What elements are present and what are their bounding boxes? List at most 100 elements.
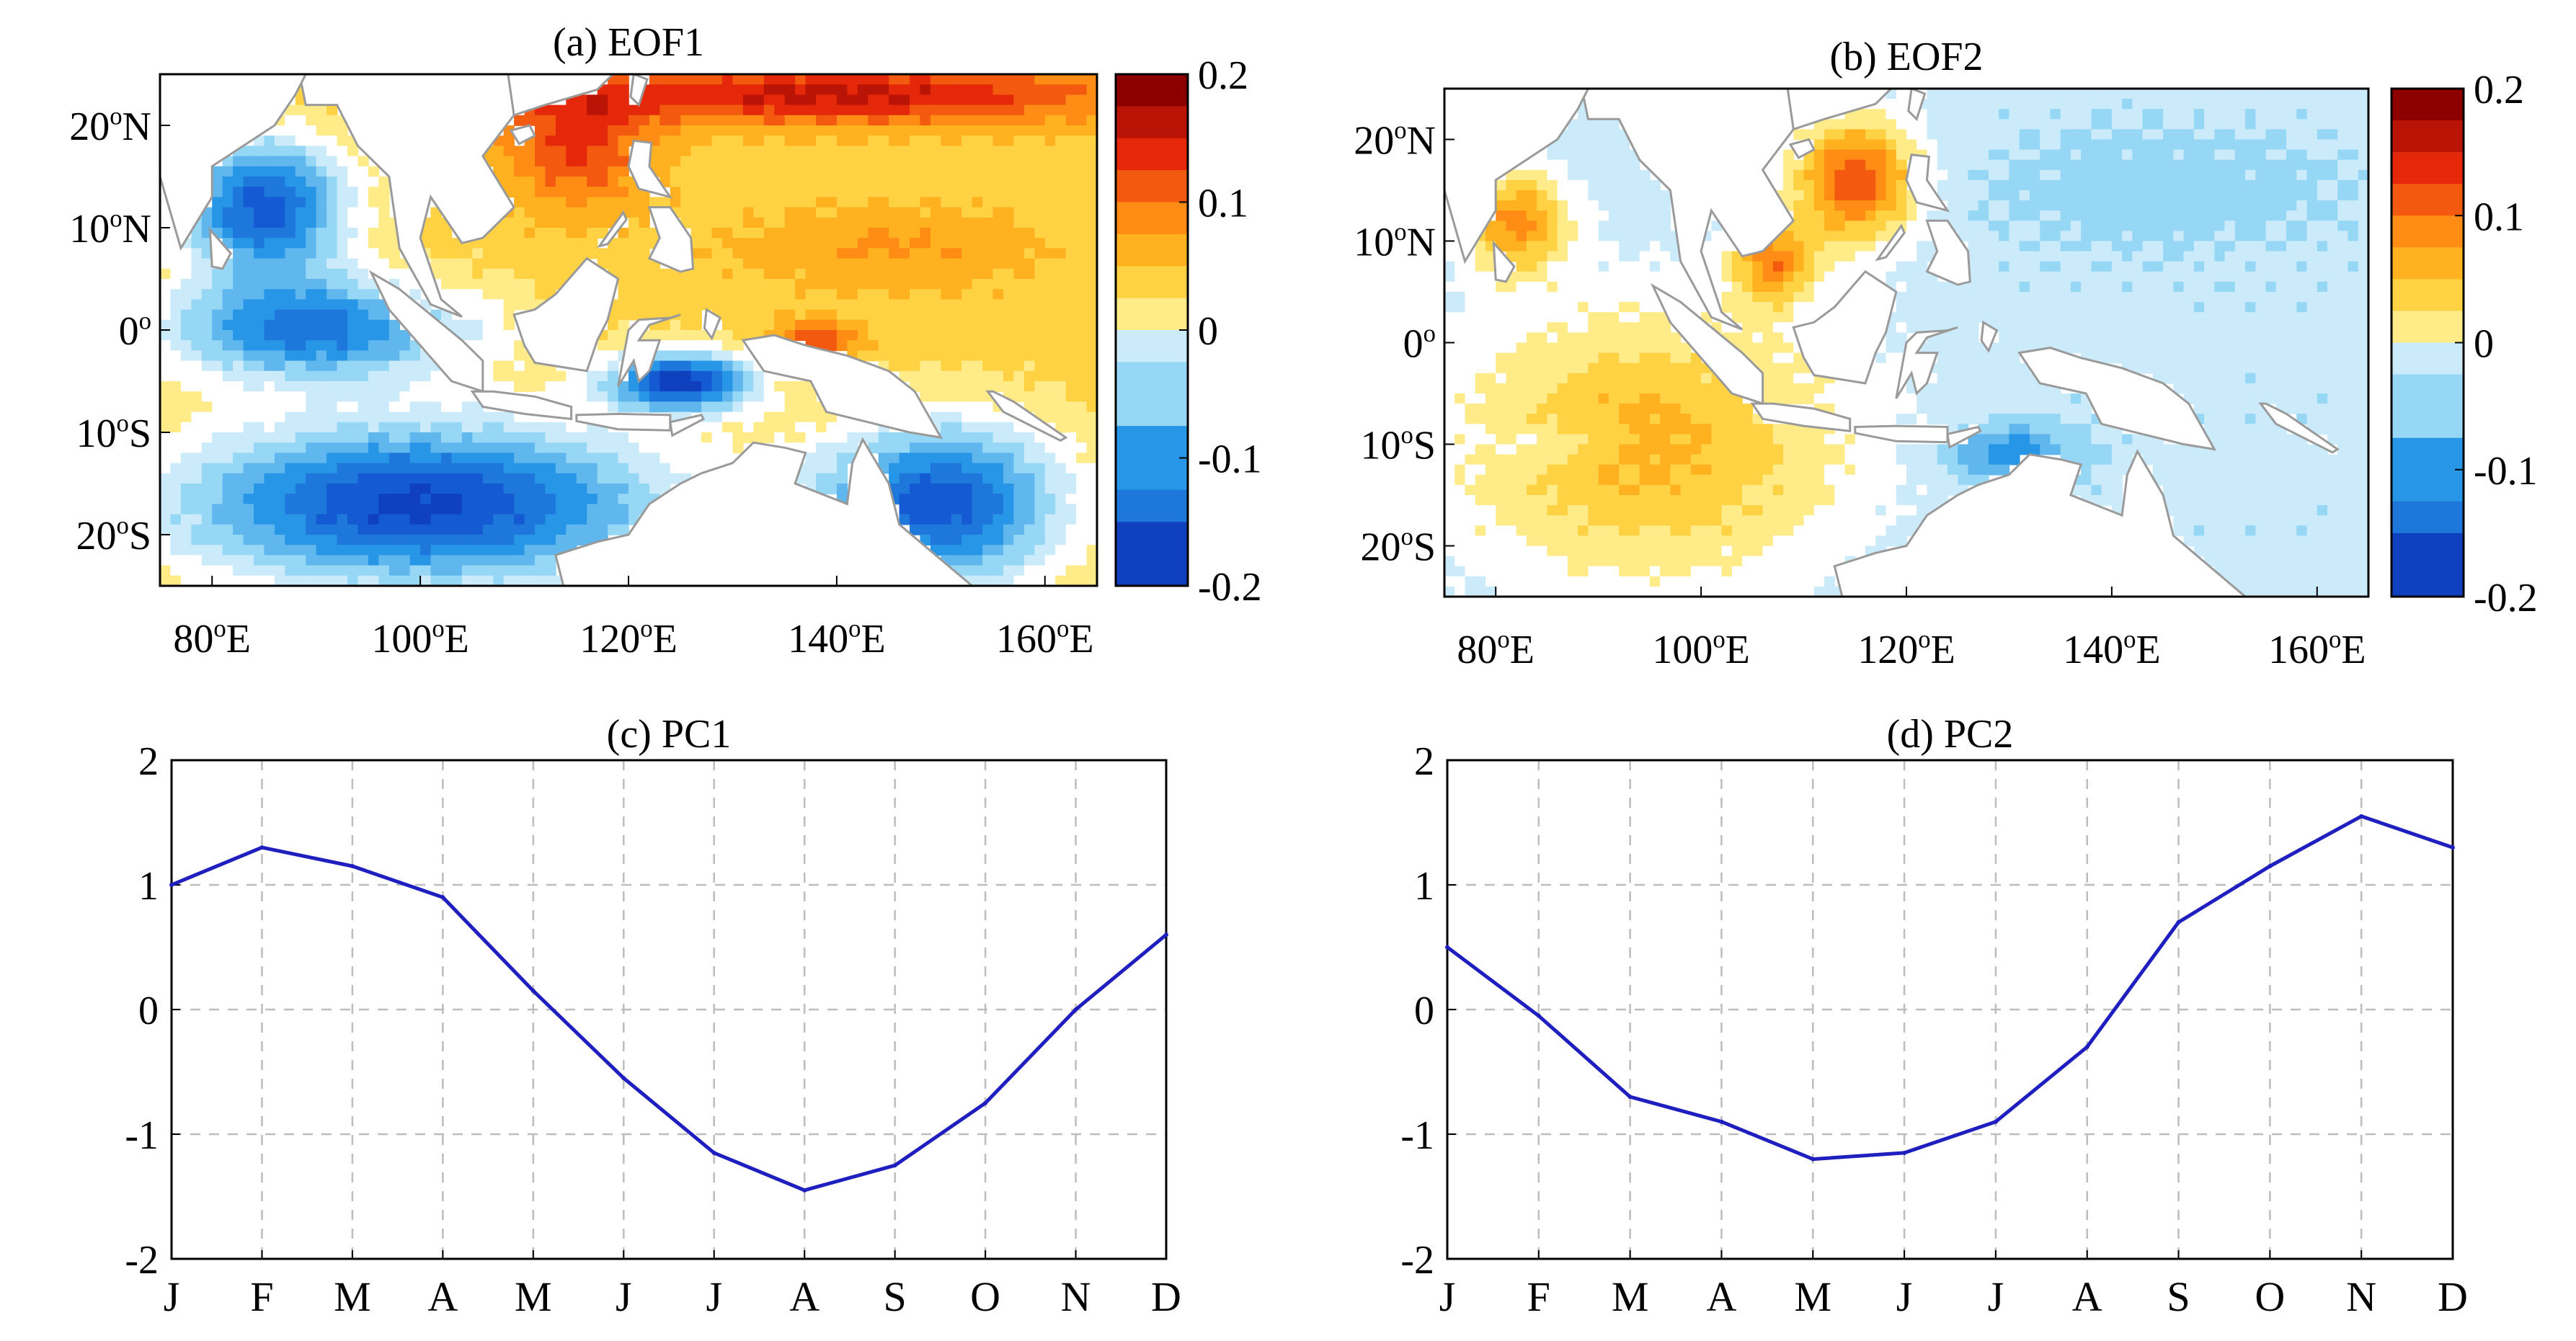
map-cell bbox=[899, 309, 910, 321]
map-cell bbox=[337, 279, 348, 290]
map-cell bbox=[378, 555, 390, 566]
map-cell bbox=[180, 473, 192, 484]
map-cell bbox=[201, 370, 213, 382]
map-cell bbox=[1968, 231, 1979, 242]
map-cell bbox=[618, 268, 629, 280]
map-cell bbox=[608, 166, 619, 177]
map-cell bbox=[805, 442, 817, 454]
map-cell bbox=[608, 340, 619, 352]
map-cell bbox=[992, 411, 1004, 423]
map-cell bbox=[295, 350, 307, 362]
map-cell bbox=[2337, 159, 2349, 171]
map-cell bbox=[493, 340, 505, 352]
map-cell bbox=[753, 309, 765, 321]
map-cell bbox=[2009, 119, 2020, 130]
map-cell bbox=[690, 187, 702, 198]
map-cell bbox=[1055, 104, 1067, 116]
map-cell bbox=[514, 228, 525, 239]
map-cell bbox=[180, 299, 192, 311]
map-cell bbox=[608, 258, 619, 269]
map-cell bbox=[847, 228, 858, 239]
map-cell bbox=[608, 381, 619, 392]
map-cell bbox=[2317, 139, 2328, 151]
map-cell bbox=[1526, 251, 1537, 262]
map-cell bbox=[2070, 129, 2082, 141]
map-cell bbox=[597, 432, 608, 443]
map-cell bbox=[670, 299, 682, 311]
map-cell bbox=[180, 319, 192, 331]
map-cell bbox=[555, 422, 567, 433]
map-cell bbox=[327, 279, 338, 290]
map-cell bbox=[1608, 179, 1620, 191]
map-cell bbox=[1003, 565, 1015, 576]
map-cell bbox=[295, 453, 307, 464]
map-cell bbox=[2265, 200, 2277, 211]
map-cell bbox=[555, 125, 567, 136]
map-cell bbox=[722, 340, 734, 352]
map-cell bbox=[878, 74, 889, 85]
map-cell bbox=[2348, 231, 2359, 242]
map-cell bbox=[1999, 129, 2010, 141]
map-cell bbox=[243, 166, 254, 177]
map-cell bbox=[222, 453, 234, 464]
map-cell bbox=[961, 125, 973, 136]
map-cell bbox=[649, 104, 661, 116]
map-cell bbox=[587, 177, 598, 187]
map-cell bbox=[1578, 179, 1589, 191]
map-cell bbox=[889, 238, 900, 249]
map-cell bbox=[1588, 159, 1599, 171]
map-cell bbox=[951, 514, 963, 525]
map-cell bbox=[233, 268, 244, 280]
map-cell bbox=[347, 177, 359, 187]
map-cell bbox=[711, 217, 723, 228]
map-cell bbox=[472, 340, 484, 352]
map-cell bbox=[233, 279, 244, 290]
map-cell bbox=[2173, 271, 2185, 282]
map-cell bbox=[816, 463, 827, 474]
map-cell bbox=[1937, 169, 1948, 181]
map-cell bbox=[514, 166, 525, 177]
map-cell bbox=[399, 555, 411, 566]
map-cell bbox=[930, 197, 942, 208]
map-cell bbox=[1034, 463, 1046, 474]
map-cell bbox=[191, 504, 203, 515]
map-cell bbox=[222, 442, 234, 454]
map-cell bbox=[972, 248, 983, 259]
map-cell bbox=[1537, 220, 1548, 232]
map-cell bbox=[659, 299, 671, 311]
map-cell bbox=[2142, 210, 2154, 222]
map-cell bbox=[316, 299, 327, 311]
map-cell bbox=[763, 197, 776, 208]
map-cell bbox=[1855, 210, 1866, 222]
map-cell bbox=[368, 494, 380, 505]
map-cell bbox=[826, 299, 838, 311]
map-cell bbox=[982, 473, 994, 484]
map-cell bbox=[1906, 200, 1918, 211]
map-cell bbox=[295, 207, 307, 218]
map-cell bbox=[847, 84, 858, 96]
map-cell bbox=[2204, 99, 2216, 110]
map-cell bbox=[805, 125, 817, 136]
map-cell bbox=[670, 115, 682, 126]
map-cell bbox=[1444, 231, 1456, 242]
map-cell bbox=[1844, 129, 1856, 141]
map-cell bbox=[805, 146, 817, 157]
map-cell bbox=[503, 330, 515, 341]
map-cell bbox=[618, 94, 629, 106]
map-cell bbox=[1055, 350, 1067, 362]
map-cell bbox=[306, 187, 317, 198]
map-cell bbox=[972, 125, 983, 136]
map-cell bbox=[1086, 146, 1097, 157]
map-cell bbox=[982, 135, 994, 147]
map-cell bbox=[972, 524, 983, 535]
map-cell bbox=[514, 494, 525, 505]
map-cell bbox=[535, 217, 546, 228]
map-cell bbox=[899, 494, 910, 505]
map-cell bbox=[1023, 135, 1036, 147]
map-cell bbox=[316, 504, 327, 515]
map-cell bbox=[1793, 261, 1805, 272]
map-cell bbox=[2132, 149, 2144, 161]
map-cell bbox=[2224, 200, 2236, 211]
map-cell bbox=[545, 422, 556, 433]
map-cell bbox=[992, 494, 1004, 505]
